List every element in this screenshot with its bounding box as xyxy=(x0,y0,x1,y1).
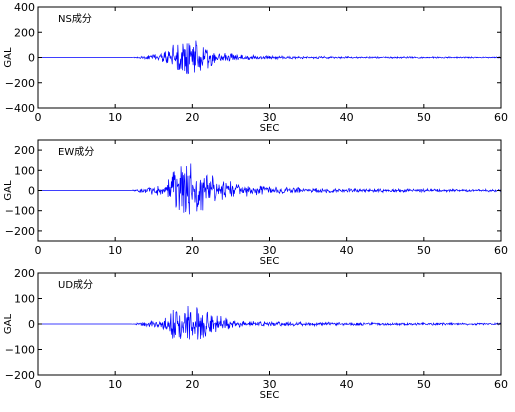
x-tick-label: 30 xyxy=(263,244,277,257)
x-tick-label: 10 xyxy=(108,244,122,257)
panel-title: EW成分 xyxy=(58,146,94,158)
y-tick-label: 0 xyxy=(28,318,35,331)
y-tick-label: 200 xyxy=(14,267,35,280)
y-tick-label: −400 xyxy=(5,102,35,115)
x-tick-label: 30 xyxy=(263,378,277,391)
y-tick-label: 0 xyxy=(28,52,35,65)
x-axis-label: SEC xyxy=(260,123,280,134)
series-line-ew xyxy=(38,163,502,215)
y-tick-label: −100 xyxy=(5,344,35,357)
x-tick-label: 0 xyxy=(35,111,42,124)
y-tick-label: −200 xyxy=(5,225,35,238)
y-axis-label: GAL xyxy=(3,47,14,68)
y-tick-label: 200 xyxy=(14,144,35,157)
x-tick-label: 40 xyxy=(340,111,354,124)
x-tick-label: 0 xyxy=(35,244,42,257)
x-tick-label: 50 xyxy=(417,378,431,391)
y-tick-label: 100 xyxy=(14,293,35,306)
y-axis-label: GAL xyxy=(3,313,14,334)
y-tick-label: 200 xyxy=(14,26,35,39)
x-tick-label: 60 xyxy=(494,244,508,257)
x-tick-label: 60 xyxy=(494,111,508,124)
panel-ud: 0 10 20 30 40 50 60 −200 −100 0 100 200 SEC GAL UD成分 xyxy=(3,267,508,401)
x-tick-label: 10 xyxy=(108,111,122,124)
x-tick-label: 20 xyxy=(185,111,199,124)
x-tick-label: 10 xyxy=(108,378,122,391)
y-tick-label: −200 xyxy=(5,369,35,382)
series-line-ud xyxy=(38,306,502,340)
x-axis-label: SEC xyxy=(260,390,280,401)
x-tick-label: 40 xyxy=(340,378,354,391)
x-tick-label: 0 xyxy=(35,378,42,391)
x-tick-label: 60 xyxy=(494,378,508,391)
y-tick-label: 0 xyxy=(28,185,35,198)
x-tick-label: 30 xyxy=(263,111,277,124)
y-tick-label: 400 xyxy=(14,1,35,14)
x-tick-label: 50 xyxy=(417,111,431,124)
y-tick-label: 100 xyxy=(14,164,35,177)
y-axis-label: GAL xyxy=(3,180,14,201)
y-tick-label: −100 xyxy=(5,205,35,218)
panel-title: NS成分 xyxy=(58,13,92,25)
x-axis-label: SEC xyxy=(260,256,280,267)
panel-title: UD成分 xyxy=(58,279,93,291)
x-tick-label: 50 xyxy=(417,244,431,257)
x-tick-label: 20 xyxy=(185,378,199,391)
x-tick-label: 40 xyxy=(340,244,354,257)
y-tick-label: −200 xyxy=(5,77,35,90)
panel-ns: 0 10 20 30 40 50 60 −400 −200 0 200 400 SEC GAL NS成分 xyxy=(3,1,508,134)
panel-ew: 0 10 20 30 40 50 60 −200 −100 0 100 200 SEC GAL EW成分 xyxy=(3,139,508,267)
series-line-ns xyxy=(38,40,502,75)
x-tick-label: 20 xyxy=(185,244,199,257)
